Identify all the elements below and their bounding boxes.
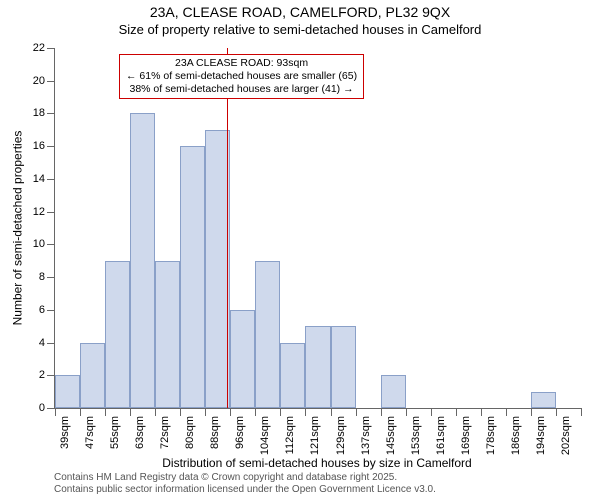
x-tick [80, 408, 81, 416]
x-tick [305, 408, 306, 416]
x-tick-label: 96sqm [234, 416, 246, 449]
callout-line-1: 23A CLEASE ROAD: 93sqm [126, 57, 357, 70]
property-marker-line [227, 48, 228, 408]
x-tick [230, 408, 231, 416]
x-tick-label: 112sqm [284, 416, 296, 454]
footer-line-2: Contains public sector information licen… [54, 484, 436, 496]
x-tick-label: 178sqm [485, 416, 497, 455]
x-tick [481, 408, 482, 416]
x-tick-label: 145sqm [385, 416, 397, 455]
y-tick-label: 8 [39, 271, 55, 283]
y-tick-label: 16 [33, 140, 55, 152]
property-size-chart: 23A, CLEASE ROAD, CAMELFORD, PL32 9QX Si… [0, 0, 600, 500]
x-tick-label: 104sqm [259, 416, 271, 455]
x-tick [155, 408, 156, 416]
x-tick-label: 121sqm [309, 416, 321, 455]
x-tick [356, 408, 357, 416]
y-tick-label: 2 [39, 369, 55, 381]
histogram-bar [381, 375, 406, 408]
x-tick-label: 194sqm [535, 416, 547, 455]
y-tick-label: 0 [39, 402, 55, 414]
histogram-bar [180, 146, 205, 408]
x-tick-label: 137sqm [360, 416, 372, 455]
y-tick-label: 18 [33, 107, 55, 119]
x-tick-label: 169sqm [460, 416, 472, 455]
x-tick [280, 408, 281, 416]
x-tick-label: 186sqm [510, 416, 522, 455]
y-tick-label: 22 [33, 42, 55, 54]
histogram-bar [105, 261, 130, 408]
histogram-bar [130, 113, 155, 408]
x-tick [55, 408, 56, 416]
y-tick-label: 14 [33, 173, 55, 185]
x-tick [556, 408, 557, 416]
x-tick [506, 408, 507, 416]
y-axis-label-text: Number of semi-detached properties [10, 131, 24, 326]
histogram-bar [305, 326, 330, 408]
x-tick [456, 408, 457, 416]
x-tick-label: 47sqm [84, 416, 96, 449]
x-tick [331, 408, 332, 416]
x-tick-label: 72sqm [159, 416, 171, 449]
histogram-bar [230, 310, 255, 408]
x-tick-label: 80sqm [184, 416, 196, 449]
x-tick-label: 39sqm [59, 416, 71, 449]
plot-area: 024681012141618202239sqm47sqm55sqm63sqm7… [54, 48, 581, 409]
x-tick [105, 408, 106, 416]
x-tick [381, 408, 382, 416]
x-tick-label: 63sqm [134, 416, 146, 449]
x-tick [255, 408, 256, 416]
y-tick-label: 12 [33, 206, 55, 218]
histogram-bar [55, 375, 80, 408]
x-tick [431, 408, 432, 416]
x-tick-label: 161sqm [435, 416, 447, 455]
callout-line-2: ← 61% of semi-detached houses are smalle… [126, 70, 357, 83]
chart-title-block: 23A, CLEASE ROAD, CAMELFORD, PL32 9QX Si… [0, 4, 600, 37]
histogram-bar [255, 261, 280, 408]
x-tick [531, 408, 532, 416]
histogram-bar [280, 343, 305, 408]
footer-line-1: Contains HM Land Registry data © Crown c… [54, 472, 436, 484]
x-axis-title: Distribution of semi-detached houses by … [54, 456, 580, 470]
y-tick-label: 20 [33, 75, 55, 87]
histogram-bar [531, 392, 556, 408]
y-tick-label: 6 [39, 304, 55, 316]
x-tick [180, 408, 181, 416]
histogram-bar [331, 326, 356, 408]
chart-subtitle: Size of property relative to semi-detach… [0, 22, 600, 37]
chart-title: 23A, CLEASE ROAD, CAMELFORD, PL32 9QX [0, 4, 600, 20]
property-callout: 23A CLEASE ROAD: 93sqm← 61% of semi-deta… [119, 54, 364, 99]
x-tick [581, 408, 582, 416]
x-tick [205, 408, 206, 416]
chart-footer: Contains HM Land Registry data © Crown c… [54, 472, 436, 496]
callout-line-3: 38% of semi-detached houses are larger (… [126, 83, 357, 96]
y-axis-title: Number of semi-detached properties [10, 48, 24, 408]
histogram-bar [155, 261, 180, 408]
x-tick-label: 55sqm [109, 416, 121, 449]
y-tick-label: 4 [39, 337, 55, 349]
x-tick-label: 88sqm [209, 416, 221, 449]
x-tick-label: 153sqm [410, 416, 422, 455]
x-tick-label: 202sqm [560, 416, 572, 455]
y-tick-label: 10 [33, 238, 55, 250]
x-tick [130, 408, 131, 416]
x-tick-label: 129sqm [335, 416, 347, 455]
histogram-bar [80, 343, 105, 408]
x-tick [406, 408, 407, 416]
